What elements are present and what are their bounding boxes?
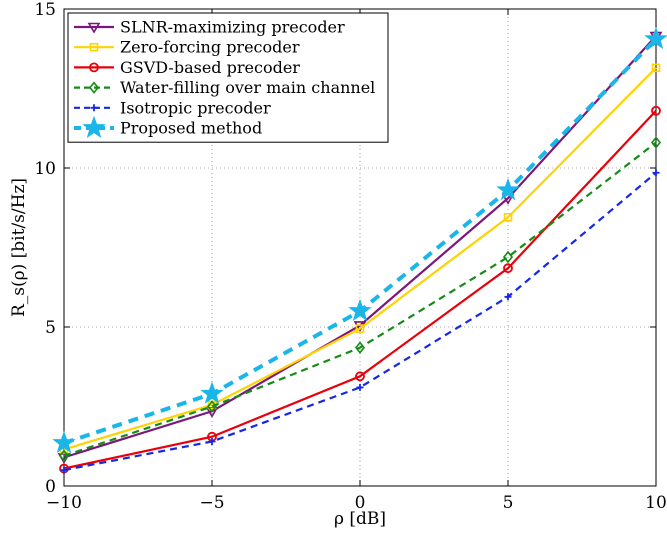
legend-label: Isotropic precoder	[120, 98, 271, 117]
data-point	[348, 298, 372, 322]
data-point	[206, 400, 218, 413]
data-point	[652, 169, 660, 177]
legend-marker	[88, 81, 100, 94]
data-point	[502, 250, 514, 264]
y-tick-label: 15	[34, 0, 56, 20]
legend-entry-water-filling-over-main-channel: Water-filling over main channel	[74, 78, 375, 97]
data-point	[651, 105, 661, 116]
legend-entry-zero-forcing-precoder: Zero-forcing precoder	[74, 38, 300, 57]
data-point	[52, 430, 76, 454]
x-tick-label: 5	[503, 493, 514, 513]
legend-entry-isotropic-precoder: Isotropic precoder	[74, 98, 271, 117]
legend-entry-proposed-method: Proposed method	[74, 115, 262, 138]
legend-label: Zero-forcing precoder	[120, 38, 300, 57]
data-point	[503, 263, 513, 274]
x-tick-label: −5	[199, 493, 224, 513]
data-point	[58, 449, 70, 463]
data-point	[60, 466, 68, 474]
data-point	[354, 341, 366, 354]
grid	[64, 9, 656, 486]
legend-entry-gsvd-based-precoder: GSVD-based precoder	[74, 58, 300, 77]
y-tick-label: 10	[34, 159, 56, 179]
series-layer	[52, 26, 667, 474]
data-point	[504, 293, 512, 301]
data-point	[356, 383, 364, 391]
x-tick-label: 10	[645, 493, 667, 513]
x-tick-label: 0	[355, 493, 366, 513]
y-tick-label: 0	[45, 477, 56, 497]
legend-label: SLNR-maximizing precoder	[120, 18, 345, 37]
series-line	[63, 171, 657, 472]
data-point	[355, 324, 365, 333]
legend-marker	[90, 104, 98, 112]
legend-marker	[89, 62, 99, 73]
x-tick-label: −10	[46, 493, 82, 513]
data-point	[650, 136, 662, 149]
axis-labels: ρ [dB] R_s(ρ) [bit/s/Hz]	[9, 178, 386, 529]
legend-label: GSVD-based precoder	[120, 58, 300, 77]
y-axis-label: R_s(ρ) [bit/s/Hz]	[9, 178, 29, 317]
legend-box	[67, 12, 389, 143]
legend-label: Water-filling over main channel	[120, 78, 375, 97]
legend-marker	[87, 22, 101, 34]
legend-marker	[82, 115, 106, 138]
axis-ticks: −10 −5 0 5 10 0 5 10 15	[34, 0, 666, 513]
legend-marker	[89, 42, 99, 52]
data-point	[651, 63, 661, 73]
x-axis-label: ρ [dB]	[334, 509, 386, 529]
series-proposed-method	[52, 26, 667, 454]
series-water-filling-over-main-channel	[58, 136, 662, 463]
legend-entry-slnr-maximizing-precoder: SLNR-maximizing precoder	[74, 18, 345, 37]
data-point	[200, 381, 224, 404]
series-line	[63, 110, 657, 470]
series-isotropic-precoder	[60, 169, 660, 474]
data-point	[496, 177, 520, 201]
data-point	[503, 212, 513, 222]
data-point	[355, 371, 365, 382]
legend-label: Proposed method	[120, 119, 262, 138]
data-point	[644, 26, 667, 50]
series-line	[63, 141, 657, 457]
series-line	[63, 67, 657, 451]
data-point	[208, 437, 216, 445]
y-tick-label: 5	[45, 318, 56, 338]
